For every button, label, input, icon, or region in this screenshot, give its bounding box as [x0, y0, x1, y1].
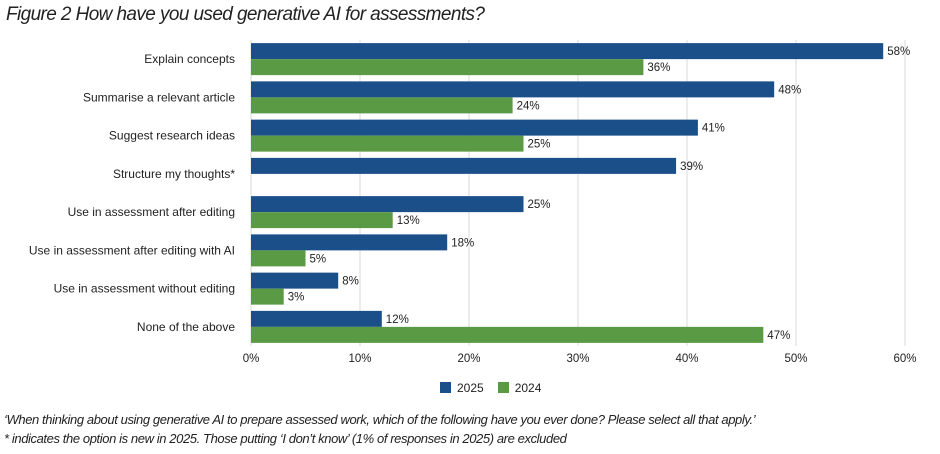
data-label: 39%: [680, 161, 703, 173]
data-label: 5%: [310, 253, 327, 265]
category-label: Summarise a relevant article: [83, 90, 235, 104]
x-tick-label: 60%: [893, 353, 916, 365]
data-label: 25%: [528, 139, 551, 151]
data-label: 8%: [342, 276, 359, 288]
legend: 2025 2024: [440, 381, 541, 395]
x-tick-label: 20%: [457, 353, 480, 365]
bar-2024: [251, 326, 764, 343]
data-label: 18%: [451, 237, 474, 249]
question-note: ‘When thinking about using generative AI…: [4, 412, 756, 427]
bar-2024: [251, 288, 284, 305]
bar-2025: [251, 272, 339, 289]
legend-item-2024: 2024: [497, 381, 542, 395]
legend-item-2025: 2025: [440, 381, 484, 395]
data-label: 58%: [887, 46, 910, 58]
data-label: 47%: [767, 330, 790, 342]
data-label: 24%: [517, 100, 540, 112]
x-tick-label: 40%: [675, 353, 698, 365]
bar-2024: [251, 212, 393, 229]
bar-2024: [251, 250, 306, 267]
bar-2025: [251, 196, 524, 213]
footnote: * indicates the option is new in 2025. T…: [4, 431, 567, 446]
bar-2025: [251, 157, 677, 174]
bar-2025: [251, 310, 382, 327]
x-tick-label: 50%: [784, 353, 807, 365]
data-label: 13%: [397, 215, 420, 227]
data-label: 3%: [288, 292, 305, 304]
bar-2025: [251, 234, 448, 251]
data-label: 48%: [778, 84, 801, 96]
bar-2025: [251, 119, 698, 136]
data-label: 12%: [386, 314, 409, 326]
legend-swatch-2024: [497, 382, 509, 393]
bar-2025: [251, 43, 884, 60]
x-tick-label: 30%: [566, 353, 589, 365]
bar-2024: [251, 97, 513, 114]
category-label: Explain concepts: [144, 52, 235, 66]
category-label: Structure my thoughts*: [113, 167, 235, 181]
data-label: 36%: [647, 62, 670, 74]
category-label: Use in assessment after editing with AI: [29, 243, 235, 257]
category-label: None of the above: [137, 320, 235, 334]
x-tick-label: 10%: [348, 353, 371, 365]
chart-title: Figure 2 How have you used generative AI…: [6, 4, 485, 25]
x-tick-label: 0%: [243, 353, 260, 365]
bar-chart: 0% 10% 20% 30% 40% 50% 60% Explain concepts 58% 3…: [29, 40, 917, 365]
category-label: Use in assessment after editing: [68, 205, 235, 219]
bar-2025: [251, 81, 775, 98]
data-label: 25%: [528, 199, 551, 211]
legend-label: 2024: [514, 381, 542, 395]
category-label: Suggest research ideas: [109, 129, 235, 143]
category-label: Use in assessment without editing: [54, 282, 235, 296]
legend-label: 2025: [457, 381, 484, 395]
data-label: 41%: [702, 123, 725, 135]
bar-2024: [251, 135, 524, 152]
legend-swatch-2025: [440, 382, 451, 393]
bar-2024: [251, 59, 644, 76]
